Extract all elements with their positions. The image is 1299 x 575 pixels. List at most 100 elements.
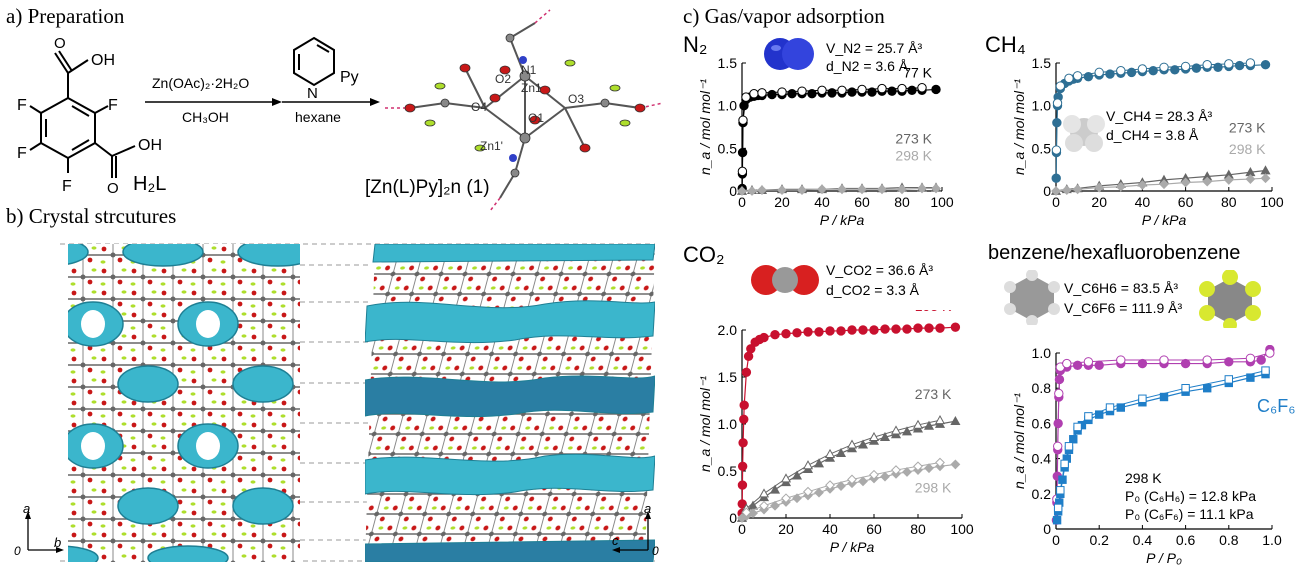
x-tick-label: 60	[854, 194, 870, 210]
axis-indicator-left: a 0 b	[14, 505, 64, 558]
data-point	[877, 184, 887, 195]
data-point	[924, 463, 934, 474]
data-point	[827, 88, 837, 98]
data-point	[935, 457, 945, 468]
y-tick-label: 1.5	[1032, 55, 1052, 71]
data-point	[803, 486, 813, 497]
data-point	[797, 185, 807, 196]
data-point	[1159, 355, 1169, 365]
data-point	[869, 469, 879, 480]
co2-volume: V_CO2 = 36.6 Å³	[826, 262, 934, 278]
data-point	[817, 184, 827, 195]
data-point	[907, 85, 917, 96]
data-point	[1260, 165, 1271, 175]
x-axis-label: P / kPa	[820, 212, 865, 228]
data-point	[1234, 60, 1245, 71]
y-axis-label: n_a / mol mol⁻¹	[1011, 393, 1027, 489]
n2-volume: V_N2 = 25.7 Å³	[826, 40, 923, 56]
series-0-0: 77 K	[737, 64, 941, 194]
bz-p0-c6f6: P₀ (C₆F₆) = 11.1 kPa	[1125, 506, 1254, 522]
data-point	[807, 89, 817, 99]
data-point	[1053, 503, 1063, 513]
series-label: 77 K	[903, 64, 932, 80]
data-point	[917, 183, 927, 194]
data-point	[931, 183, 941, 194]
y-tick-label: 0	[1043, 521, 1051, 537]
chart-ch4: 0 0.5 1.0 1.5 0 20 40 60 80 100 P / kPa n_a / mol m…	[1011, 55, 1284, 228]
chart-co2: 0 0.5 1.0 1.5 2.0 0 20 40 60 80 100 P / kPa n_a / mo…	[697, 310, 974, 555]
x-tick-label: 0	[1052, 532, 1060, 548]
ch4-molecule-icon	[1063, 115, 1105, 152]
data-point	[749, 89, 759, 99]
data-point	[836, 326, 846, 336]
data-point	[1224, 59, 1234, 69]
axis-c: c	[612, 533, 619, 548]
data-point	[1137, 64, 1148, 74]
data-point	[912, 419, 924, 429]
x-tick-label: 0	[738, 521, 746, 537]
data-point	[857, 84, 867, 95]
data-point	[1265, 348, 1275, 358]
x-tick-label: 60	[866, 521, 882, 537]
data-point	[777, 185, 787, 196]
ortep-structure: O2 N1 Zn1 O3 O4 O1 Zn1'	[385, 9, 664, 212]
data-point	[1064, 73, 1074, 84]
f-atom-1: F	[108, 97, 118, 114]
data-point	[846, 439, 858, 449]
panel-b-title: b) Crystal strcutures	[6, 204, 177, 228]
crystal-view-ab	[68, 244, 300, 562]
data-point	[1180, 177, 1191, 188]
bz-p0-c6h6: P₀ (C₆H₆) = 12.8 kPa	[1125, 488, 1257, 504]
data-point	[857, 184, 867, 195]
data-point	[739, 414, 749, 425]
x-tick-label: 1.0	[1262, 532, 1282, 548]
data-point	[1094, 67, 1104, 78]
data-point	[1069, 435, 1078, 444]
co2-label: CO₂	[683, 242, 725, 267]
x-tick-label: 80	[1221, 194, 1237, 210]
data-point	[737, 147, 748, 158]
x-tick-label: 0.4	[1133, 532, 1153, 548]
atom-label-n1: N1	[521, 63, 537, 77]
x-tick-label: 0	[1052, 194, 1060, 210]
data-point	[1261, 366, 1270, 375]
data-point	[877, 83, 887, 94]
data-point	[1073, 422, 1082, 432]
series-2-1: 273 K	[736, 386, 961, 522]
data-point	[1245, 58, 1256, 68]
data-point	[741, 367, 752, 377]
data-point	[902, 467, 912, 477]
data-point	[1245, 174, 1256, 184]
data-point	[1083, 71, 1094, 82]
f-atom-2: F	[17, 97, 27, 114]
x-axis-label: P / kPa	[830, 539, 875, 555]
data-point	[913, 461, 923, 472]
data-point	[791, 470, 803, 480]
atom-label-zn1: Zn1	[521, 81, 542, 95]
data-point	[879, 431, 891, 442]
data-point	[737, 480, 748, 490]
panel-c-title: c) Gas/vapor adsorption	[683, 4, 885, 28]
series-label: 273 K	[895, 131, 932, 147]
data-point	[797, 86, 807, 96]
data-point	[1054, 388, 1064, 399]
chart-3-axes: 0 0.2 0.4 0.6 0.8 1.0 0 0.2 0.4 0.6 0.8 1.0 P / P₀ n_…	[1011, 345, 1282, 566]
atom-label-o3: O3	[568, 92, 584, 106]
data-point	[825, 326, 835, 336]
series-label: 298 K	[1229, 141, 1266, 157]
atom-label-o1: O1	[528, 111, 544, 125]
data-point	[880, 471, 890, 482]
data-point	[934, 415, 946, 425]
data-point	[781, 329, 791, 339]
axis-indicator-right: a 0 c	[612, 505, 659, 558]
c6h6-volume: V_C6H6 = 83.5 Å³	[1064, 280, 1179, 296]
series-3-0: C₆H₆	[1051, 345, 1275, 525]
data-point	[835, 447, 847, 457]
data-point	[902, 324, 912, 334]
data-point	[781, 493, 791, 504]
data-point	[1180, 61, 1191, 72]
data-point	[880, 324, 890, 334]
axis-origin-right: 0	[652, 544, 659, 558]
bz-label: benzene/hexafluorobenzene	[988, 242, 1241, 264]
data-point	[950, 322, 961, 332]
